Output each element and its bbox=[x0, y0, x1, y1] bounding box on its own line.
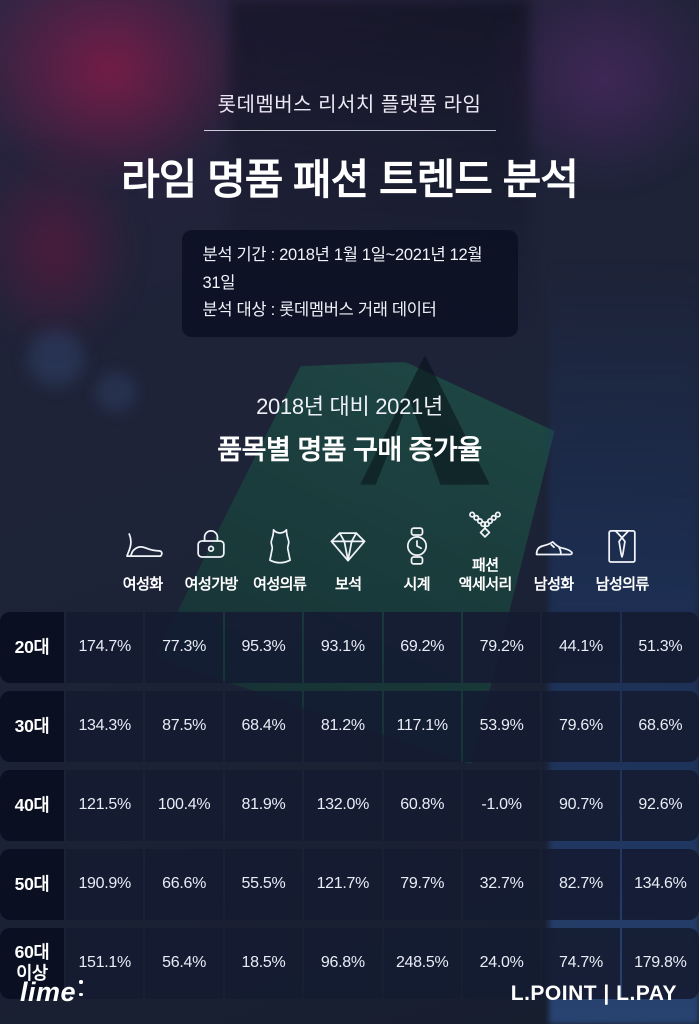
lpoint-lpay-logo: L.POINT | L.PAY bbox=[510, 982, 677, 1005]
value-cell: 96.8% bbox=[304, 927, 382, 999]
value-cell: 81.2% bbox=[304, 690, 382, 762]
lime-logo-dots bbox=[79, 980, 83, 996]
row-label: 50대 bbox=[0, 848, 64, 920]
table-row-20s: 20대 174.7% 77.3% 95.3% 93.1% 69.2% 79.2%… bbox=[0, 611, 699, 683]
value-cell: 95.3% bbox=[224, 611, 303, 683]
category-womens-bags: 여성가방 bbox=[178, 524, 245, 595]
value-cell: 190.9% bbox=[66, 848, 144, 920]
category-womens-shoes: 여성화 bbox=[110, 524, 177, 595]
category-womens-clothing: 여성의류 bbox=[247, 524, 314, 595]
poster-title: 라임 명품 패션 트렌드 분석 bbox=[121, 156, 579, 203]
value-cell: 32.7% bbox=[462, 848, 541, 920]
row-label: 60대 이상 bbox=[0, 927, 64, 999]
row-label: 20대 bbox=[0, 611, 64, 683]
category-label: 보석 bbox=[334, 575, 362, 593]
value-cell: 248.5% bbox=[383, 927, 461, 999]
row-label: 40대 bbox=[0, 769, 64, 841]
value-cell: 55.5% bbox=[224, 848, 303, 920]
value-cell: 68.6% bbox=[621, 690, 699, 762]
row-label: 30대 bbox=[0, 690, 64, 762]
category-fashion-accessories: 패션 액세서리 bbox=[452, 505, 519, 595]
value-cell: 121.7% bbox=[304, 848, 382, 920]
lime-logo-text: lime bbox=[20, 977, 77, 1007]
value-cell: 44.1% bbox=[542, 611, 620, 683]
kicker-underline bbox=[203, 130, 496, 131]
value-cell: 90.7% bbox=[542, 769, 620, 841]
platform-kicker: 롯데멤버스 리서치 플랫폼 라임 bbox=[217, 94, 482, 116]
value-cell: 79.6% bbox=[542, 690, 620, 762]
value-cell: 68.4% bbox=[224, 690, 303, 762]
table-row-40s: 40대 121.5% 100.4% 81.9% 132.0% 60.8% -1.… bbox=[0, 769, 699, 841]
value-cell: 121.5% bbox=[66, 769, 144, 841]
value-cell: 93.1% bbox=[304, 611, 382, 683]
category-label: 여성화 bbox=[122, 575, 163, 593]
category-header-row: 여성화 여성가방 bbox=[44, 505, 656, 595]
value-cell: 134.3% bbox=[66, 690, 144, 762]
value-cell: 100.4% bbox=[145, 769, 223, 841]
value-cell: 82.7% bbox=[542, 848, 620, 920]
value-cell: 132.0% bbox=[304, 769, 382, 841]
value-cell: 151.1% bbox=[66, 927, 144, 999]
category-jewelry: 보석 bbox=[315, 524, 382, 595]
dress-icon bbox=[258, 524, 302, 568]
analysis-info-box: 분석 기간 : 2018년 1월 1일~2021년 12월 31일 분석 대상 … bbox=[181, 230, 518, 338]
category-label: 여성의류 bbox=[253, 575, 307, 593]
value-cell: 92.6% bbox=[621, 769, 699, 841]
category-label: 남성의류 bbox=[595, 575, 650, 593]
value-cell: 66.6% bbox=[145, 848, 223, 920]
value-cell: 79.2% bbox=[462, 611, 541, 683]
category-label: 여성가방 bbox=[184, 575, 239, 593]
value-cell: 174.7% bbox=[66, 611, 144, 683]
value-cell: 134.6% bbox=[621, 848, 699, 920]
watch-icon bbox=[395, 524, 439, 568]
comparison-years: 2018년 대비 2021년 bbox=[256, 394, 443, 420]
necklace-icon bbox=[463, 505, 507, 549]
value-cell: 69.2% bbox=[383, 611, 461, 683]
value-cell: 51.3% bbox=[621, 611, 699, 683]
diamond-icon bbox=[326, 524, 370, 568]
chart-title: 품목별 명품 구매 증가율 bbox=[217, 435, 482, 466]
value-cell: 81.9% bbox=[224, 769, 303, 841]
category-label: 시계 bbox=[403, 575, 431, 593]
value-cell: 87.5% bbox=[145, 690, 223, 762]
value-cell: 24.0% bbox=[462, 927, 541, 999]
chart-subtitle-block: 2018년 대비 2021년 품목별 명품 구매 증가율 bbox=[0, 389, 699, 467]
value-cell: 18.5% bbox=[224, 927, 303, 999]
value-cell: 53.9% bbox=[462, 690, 541, 762]
value-cell: 79.7% bbox=[383, 848, 461, 920]
shirt-tie-icon bbox=[600, 524, 644, 568]
analysis-source: 분석 대상 : 롯데멤버스 거래 데이터 bbox=[202, 301, 437, 320]
analysis-period: 분석 기간 : 2018년 1월 1일~2021년 12월 31일 bbox=[202, 246, 483, 292]
category-watches: 시계 bbox=[384, 524, 451, 595]
category-label: 남성화 bbox=[533, 575, 574, 593]
high-heel-icon bbox=[121, 524, 165, 568]
value-cell: 117.1% bbox=[383, 690, 461, 762]
mens-shoe-icon bbox=[532, 524, 576, 568]
handbag-icon bbox=[189, 524, 233, 568]
table-row-50s: 50대 190.9% 66.6% 55.5% 121.7% 79.7% 32.7… bbox=[0, 848, 699, 920]
value-cell: 56.4% bbox=[145, 927, 223, 999]
category-mens-shoes: 남성화 bbox=[521, 524, 588, 595]
lime-logo: lime bbox=[20, 977, 83, 1008]
table-row-30s: 30대 134.3% 87.5% 68.4% 81.2% 117.1% 53.9… bbox=[0, 690, 699, 762]
value-cell: 77.3% bbox=[145, 611, 223, 683]
value-cell: 60.8% bbox=[383, 769, 461, 841]
value-cell: -1.0% bbox=[462, 769, 541, 841]
category-label: 패션 액세서리 bbox=[458, 557, 513, 593]
data-table: 20대 174.7% 77.3% 95.3% 93.1% 69.2% 79.2%… bbox=[0, 611, 699, 999]
category-mens-clothing: 남성의류 bbox=[589, 524, 656, 595]
